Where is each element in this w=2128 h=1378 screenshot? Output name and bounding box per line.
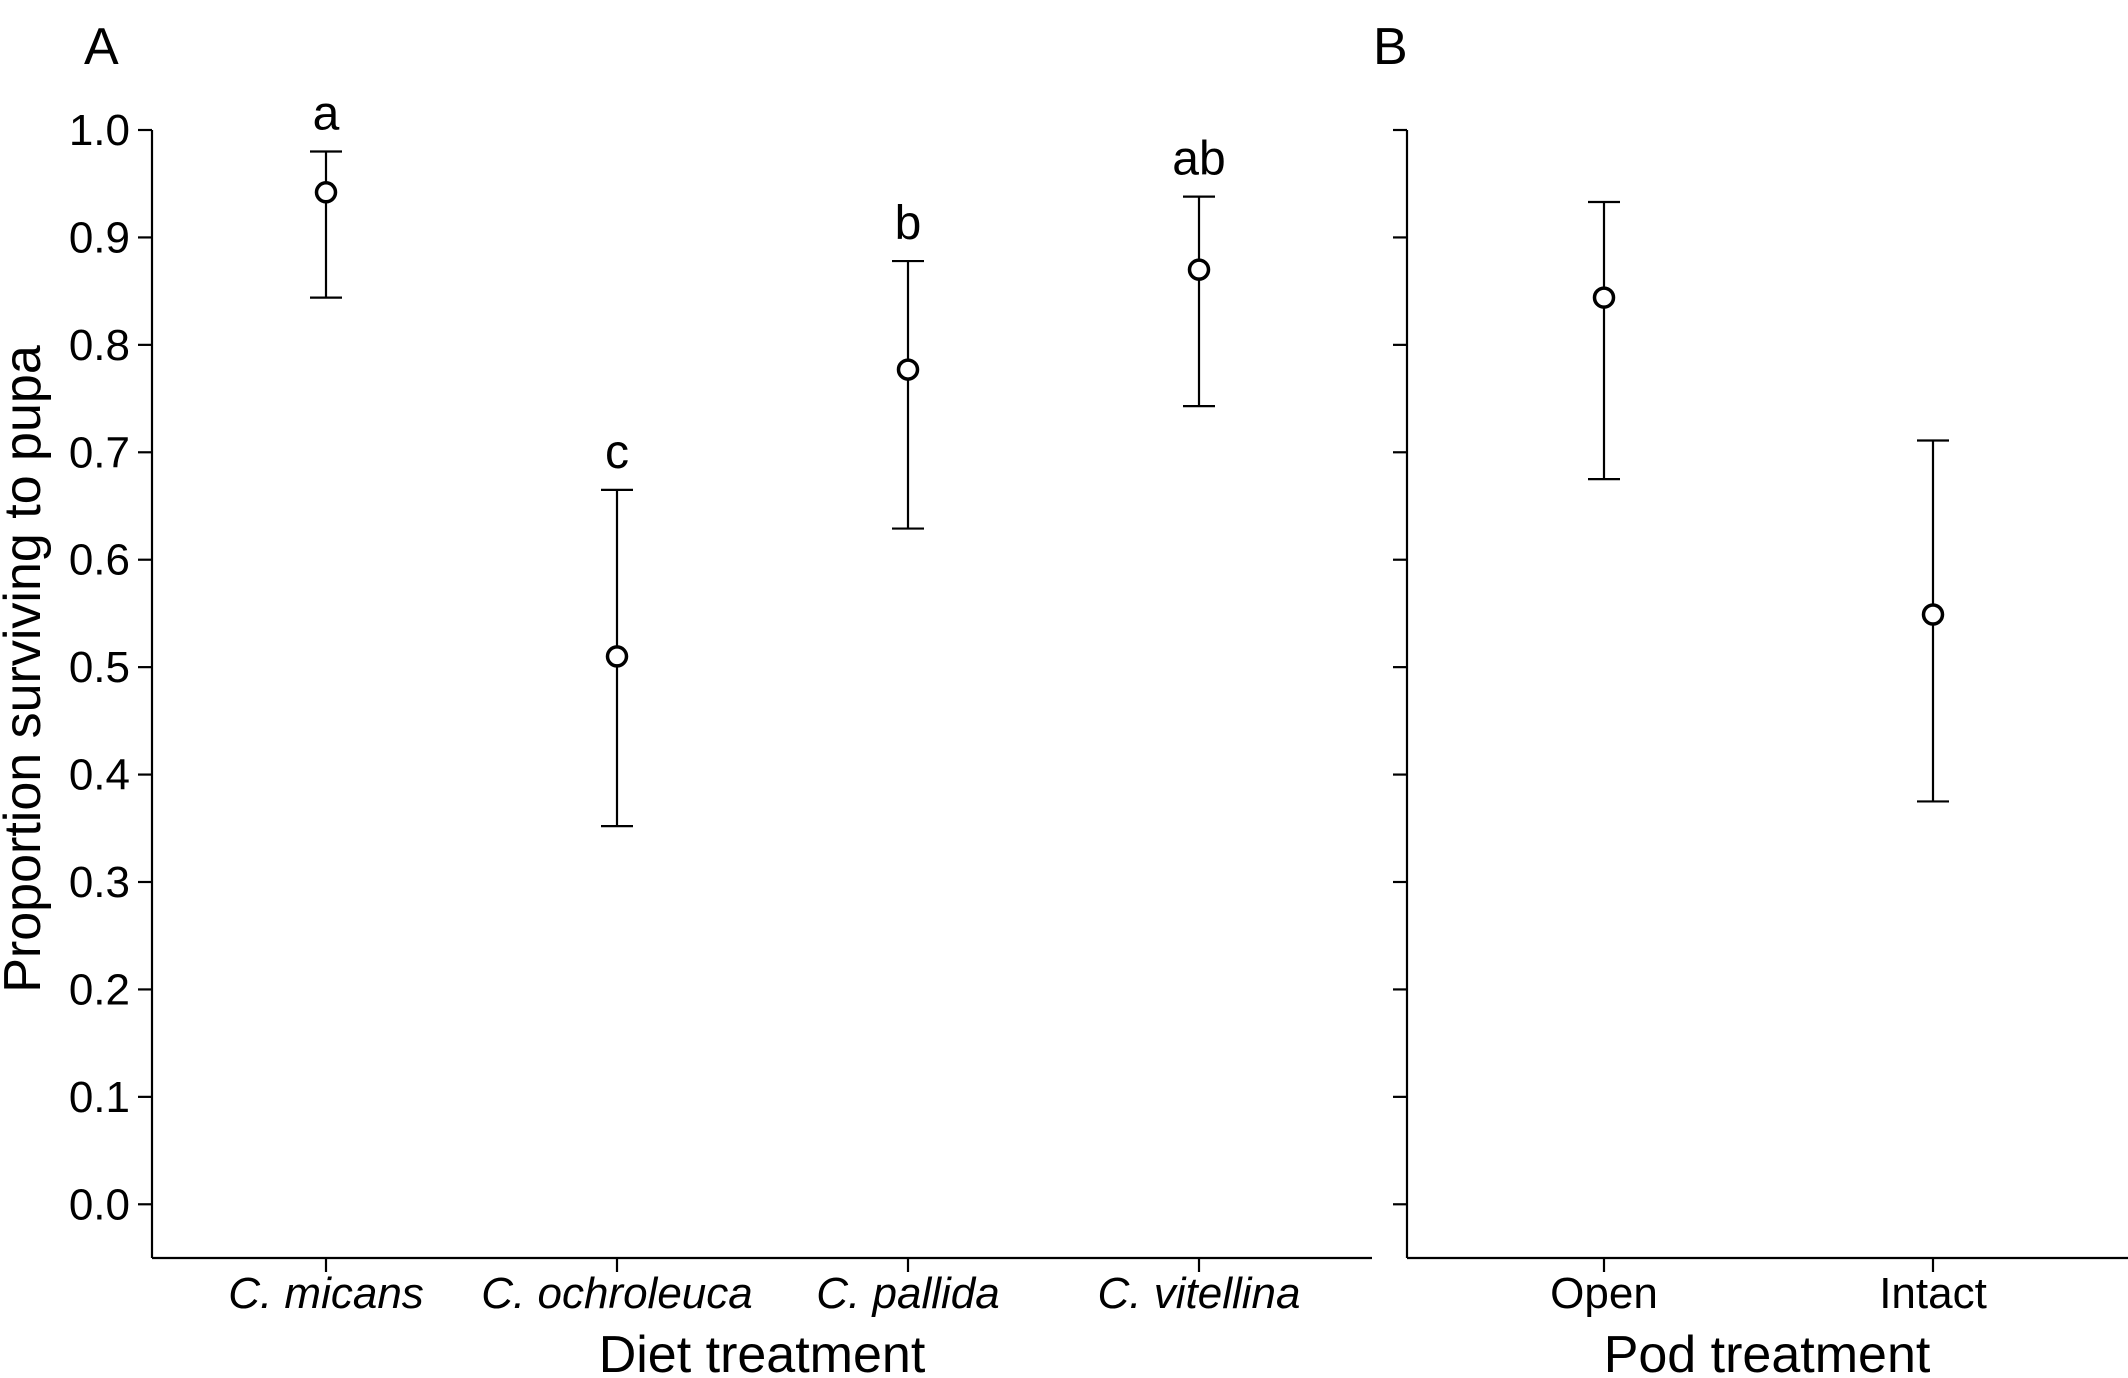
- data-point: [605, 645, 629, 668]
- significance-letter: ab: [1172, 133, 1225, 186]
- data-point: [1187, 258, 1211, 281]
- data-point: [1592, 286, 1616, 309]
- y-tick-label: 0.0: [69, 1180, 130, 1229]
- panel-b-y-ticks: [1393, 128, 1407, 1206]
- panel-b-points: [1588, 200, 1949, 803]
- significance-letter: b: [895, 197, 922, 250]
- data-point: [896, 358, 920, 381]
- x-tick-label: C. vitellina: [1098, 1269, 1301, 1318]
- y-tick-label: 0.1: [69, 1073, 130, 1122]
- y-tick-label: 0.9: [69, 213, 130, 262]
- panel-a-y-ticks: 0.0 0.1 0.2 0.3 0.4 0.5 0.6 0.7 0.8 0.9 1.0: [69, 106, 152, 1229]
- significance-letter: a: [313, 87, 340, 140]
- x-tick-label: C. micans: [228, 1269, 424, 1318]
- y-tick-label: 0.3: [69, 858, 130, 907]
- y-tick-label: 0.7: [69, 428, 130, 477]
- y-tick-label: 0.6: [69, 536, 130, 585]
- data-point: [1921, 603, 1945, 626]
- panel-a-x-ticks: C. micans C. ochroleuca C. pallida C. vitel…: [228, 1258, 1300, 1318]
- y-tick-label: 0.2: [69, 965, 130, 1014]
- panel-b-x-axis-title: Pod treatment: [1604, 1326, 1931, 1378]
- panel-a: A 0.0 0.1 0.2 0.3 0.4 0.5 0.6 0.7 0.8 0.9 1.0 C. m…: [0, 18, 1372, 1378]
- y-tick-label: 0.4: [69, 751, 130, 800]
- y-tick-label: 0.8: [69, 321, 130, 370]
- x-tick-label: Open: [1550, 1269, 1658, 1318]
- panel-b-x-ticks: Open Intact: [1550, 1258, 1987, 1318]
- panel-b: B Open Intact Pod treatment: [1373, 18, 2128, 1378]
- x-tick-label: C. pallida: [816, 1269, 999, 1318]
- y-tick-label: 1.0: [69, 106, 130, 155]
- panel-b-label: B: [1373, 18, 1408, 76]
- data-point: [314, 181, 338, 204]
- x-tick-label: Intact: [1879, 1269, 1987, 1318]
- y-tick-label: 0.5: [69, 643, 130, 692]
- panel-a-y-axis-title: Proportion surviving to pupa: [0, 345, 52, 993]
- x-tick-label: C. ochroleuca: [481, 1269, 752, 1318]
- panel-a-x-axis-title: Diet treatment: [599, 1326, 926, 1378]
- panel-a-label: A: [84, 18, 119, 76]
- significance-letter: c: [605, 426, 629, 479]
- panel-a-points: a c b ab: [310, 87, 1226, 828]
